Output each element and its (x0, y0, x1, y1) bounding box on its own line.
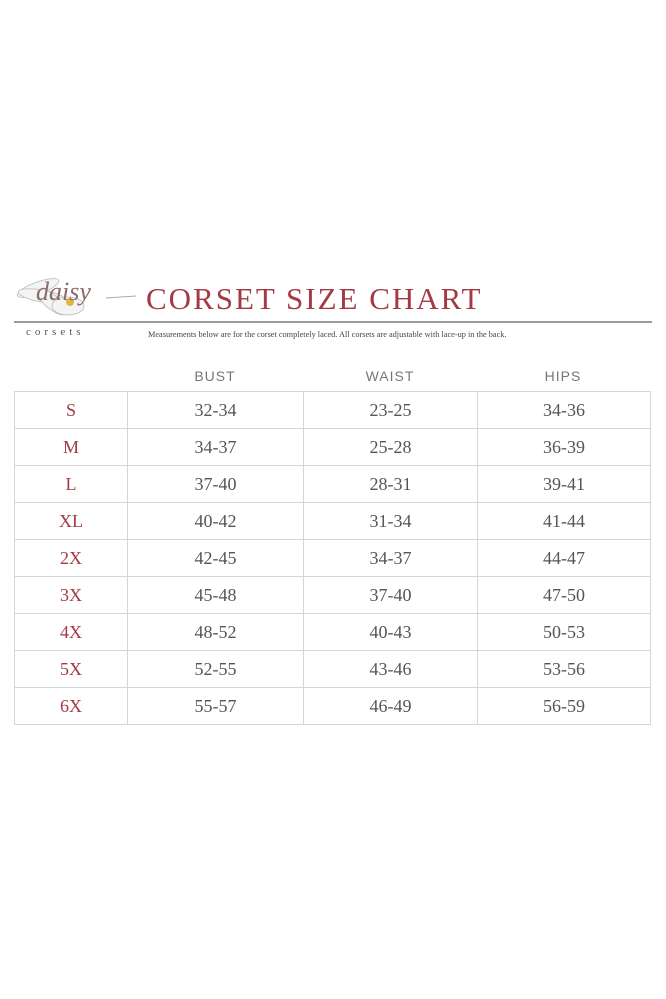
size-cell: 5X (14, 650, 128, 688)
hips-cell: 41-44 (477, 502, 651, 540)
table-row: 4X 48-52 40-43 50-53 (14, 613, 651, 651)
table-row: S 32-34 23-25 34-36 (14, 391, 651, 429)
waist-cell: 43-46 (303, 650, 478, 688)
header-waist: WAIST (365, 368, 415, 384)
size-cell: L (14, 465, 128, 503)
size-cell: 3X (14, 576, 128, 614)
daisy-flower-icon: daisy (16, 277, 137, 316)
title-divider (14, 321, 652, 323)
hips-cell: 56-59 (477, 687, 651, 725)
subtitle-note: Measurements below are for the corset co… (148, 330, 507, 339)
size-table: S 32-34 23-25 34-36 M 34-37 25-28 36-39 L 37-40 28… (14, 391, 651, 725)
size-cell: S (14, 391, 128, 429)
waist-cell: 40-43 (303, 613, 478, 651)
hips-cell: 47-50 (477, 576, 651, 614)
svg-text:daisy: daisy (36, 277, 91, 306)
header-bust: BUST (194, 368, 236, 384)
bust-cell: 52-55 (127, 650, 304, 688)
waist-cell: 28-31 (303, 465, 478, 503)
size-cell: 4X (14, 613, 128, 651)
table-row: 3X 45-48 37-40 47-50 (14, 576, 651, 614)
waist-cell: 34-37 (303, 539, 478, 577)
hips-cell: 39-41 (477, 465, 651, 503)
waist-cell: 46-49 (303, 687, 478, 725)
bust-cell: 45-48 (127, 576, 304, 614)
bust-cell: 32-34 (127, 391, 304, 429)
table-row: L 37-40 28-31 39-41 (14, 465, 651, 503)
waist-cell: 25-28 (303, 428, 478, 466)
bust-cell: 48-52 (127, 613, 304, 651)
waist-cell: 37-40 (303, 576, 478, 614)
size-cell: XL (14, 502, 128, 540)
bust-cell: 55-57 (127, 687, 304, 725)
table-row: 6X 55-57 46-49 56-59 (14, 687, 651, 725)
header-hips: HIPS (544, 368, 582, 384)
hips-cell: 36-39 (477, 428, 651, 466)
table-row: M 34-37 25-28 36-39 (14, 428, 651, 466)
waist-cell: 23-25 (303, 391, 478, 429)
hips-cell: 53-56 (477, 650, 651, 688)
size-cell: 2X (14, 539, 128, 577)
table-row: 2X 42-45 34-37 44-47 (14, 539, 651, 577)
table-row: XL 40-42 31-34 41-44 (14, 502, 651, 540)
hips-cell: 44-47 (477, 539, 651, 577)
table-row: 5X 52-55 43-46 53-56 (14, 650, 651, 688)
hips-cell: 50-53 (477, 613, 651, 651)
hips-cell: 34-36 (477, 391, 651, 429)
size-cell: 6X (14, 687, 128, 725)
daisy-corsets-logo: daisy corsets (8, 258, 140, 342)
logo-brand-text: corsets (26, 326, 85, 338)
page-title: CORSET SIZE CHART (146, 281, 483, 316)
waist-cell: 31-34 (303, 502, 478, 540)
bust-cell: 34-37 (127, 428, 304, 466)
bust-cell: 37-40 (127, 465, 304, 503)
size-cell: M (14, 428, 128, 466)
bust-cell: 40-42 (127, 502, 304, 540)
bust-cell: 42-45 (127, 539, 304, 577)
